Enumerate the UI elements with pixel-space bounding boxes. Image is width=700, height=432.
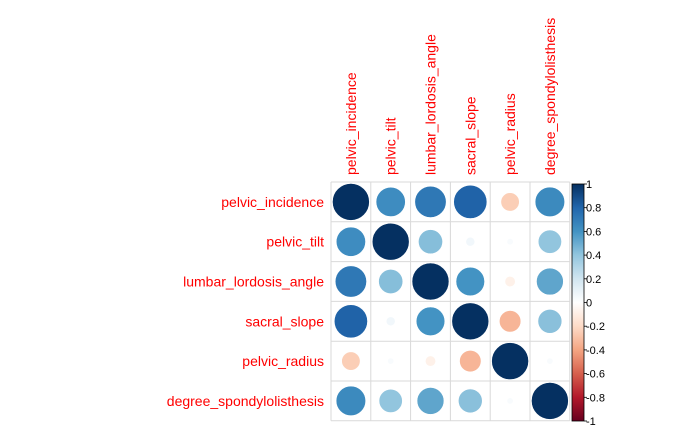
correlation-circle-lumbar_lordosis_angle-sacral_slope xyxy=(455,266,485,297)
correlation-circle-lumbar_lordosis_angle-pelvic_tilt xyxy=(378,269,404,294)
colorbar-tick-label: -1 xyxy=(586,416,596,428)
correlation-circle-degree_spondylolisthesis-sacral_slope xyxy=(458,388,483,414)
correlation-circle-sacral_slope-lumbar_lordosis_angle xyxy=(415,306,446,336)
correlation-circle-pelvic_incidence-pelvic_incidence xyxy=(332,183,370,221)
row-label: pelvic_radius xyxy=(242,353,324,369)
row-label: lumbar_lordosis_angle xyxy=(183,274,324,290)
matrix-grid xyxy=(330,181,571,422)
correlation-circle-pelvic_tilt-pelvic_incidence xyxy=(335,226,366,257)
colorbar-tick-label: -0.2 xyxy=(586,321,605,333)
correlation-circle-pelvic_incidence-degree_spondylolisthesis xyxy=(534,186,566,217)
colorbar-tick-label: -0.8 xyxy=(586,392,605,404)
row-label: pelvic_tilt xyxy=(266,234,324,250)
correlation-circle-pelvic_radius-pelvic_incidence xyxy=(341,351,361,371)
colorbar-tick-label: 0.6 xyxy=(586,226,601,238)
correlation-circle-pelvic_radius-degree_spondylolisthesis xyxy=(546,357,554,365)
correlation-circle-pelvic_radius-lumbar_lordosis_angle xyxy=(424,355,437,367)
correlation-circle-pelvic_tilt-lumbar_lordosis_angle xyxy=(418,229,443,255)
colorbar-tick-label: 0.8 xyxy=(586,203,601,215)
correlation-circle-pelvic_radius-pelvic_radius xyxy=(491,342,529,380)
correlation-circle-pelvic_incidence-lumbar_lordosis_angle xyxy=(414,185,447,218)
colorbar-tick-label: -0.4 xyxy=(586,345,605,357)
correlation-circle-pelvic_incidence-pelvic_tilt xyxy=(375,186,406,217)
correlation-circle-sacral_slope-pelvic_incidence xyxy=(333,304,368,339)
correlation-circles xyxy=(332,183,569,420)
colorbar-tick-label: 0.2 xyxy=(586,274,601,286)
correlation-circle-degree_spondylolisthesis-pelvic_incidence xyxy=(335,385,367,417)
colorbar-gradient xyxy=(571,183,585,422)
correlation-circle-pelvic_tilt-pelvic_radius xyxy=(506,238,514,246)
correlation-circle-sacral_slope-pelvic_tilt xyxy=(385,316,396,327)
row-labels: pelvic_incidence pelvic_tilt lumbar_lordos… xyxy=(167,194,324,409)
colorbar-tick-label: 0 xyxy=(586,298,592,310)
correlation-circle-pelvic_tilt-degree_spondylolisthesis xyxy=(537,229,562,254)
colorbar-tick-label: -0.6 xyxy=(586,369,605,381)
correlation-circle-pelvic_incidence-sacral_slope xyxy=(453,184,488,219)
correlation-circle-lumbar_lordosis_angle-degree_spondylolisthesis xyxy=(536,267,564,296)
column-label: lumbar_lordosis_angle xyxy=(423,34,439,175)
correlation-circle-lumbar_lordosis_angle-pelvic_radius xyxy=(504,275,516,288)
column-label: degree_spondylolisthesis xyxy=(542,18,558,175)
column-labels: pelvic_incidence pelvic_tilt lumbar_lordos… xyxy=(343,18,558,175)
row-label: pelvic_incidence xyxy=(221,194,324,210)
column-label: pelvic_radius xyxy=(502,93,518,175)
correlation-circle-sacral_slope-sacral_slope xyxy=(451,302,490,341)
colorbar-tick-label: 1 xyxy=(586,179,592,191)
correlation-circle-degree_spondylolisthesis-pelvic_tilt xyxy=(378,388,403,413)
correlation-circle-degree_spondylolisthesis-degree_spondylolisthesis xyxy=(531,382,569,420)
correlation-circle-lumbar_lordosis_angle-pelvic_incidence xyxy=(334,265,367,298)
correlation-circle-pelvic_incidence-pelvic_radius xyxy=(500,192,520,212)
row-label: sacral_slope xyxy=(245,313,324,329)
colorbar-tick-label: 0.4 xyxy=(586,250,601,262)
correlation-circle-degree_spondylolisthesis-lumbar_lordosis_angle xyxy=(416,387,445,415)
row-label: degree_spondylolisthesis xyxy=(167,393,324,409)
correlation-circle-pelvic_radius-pelvic_tilt xyxy=(387,357,395,365)
column-label: pelvic_incidence xyxy=(343,72,359,175)
correlation-circle-pelvic_tilt-sacral_slope xyxy=(465,236,476,247)
column-label: pelvic_tilt xyxy=(383,117,399,175)
correlation-circle-pelvic_radius-sacral_slope xyxy=(459,350,482,373)
correlation-circle-sacral_slope-pelvic_radius xyxy=(499,310,522,333)
column-label: sacral_slope xyxy=(462,96,478,175)
correlation-circle-lumbar_lordosis_angle-lumbar_lordosis_angle xyxy=(411,262,450,301)
correlation-circle-degree_spondylolisthesis-pelvic_radius xyxy=(506,397,514,405)
correlation-circle-pelvic_tilt-pelvic_tilt xyxy=(371,222,410,261)
correlation-circle-sacral_slope-degree_spondylolisthesis xyxy=(537,309,563,334)
color-legend: -1 -0.8 -0.6 -0.4 -0.2 0 0.2 0.4 0.6 0.8 1 xyxy=(571,179,605,428)
